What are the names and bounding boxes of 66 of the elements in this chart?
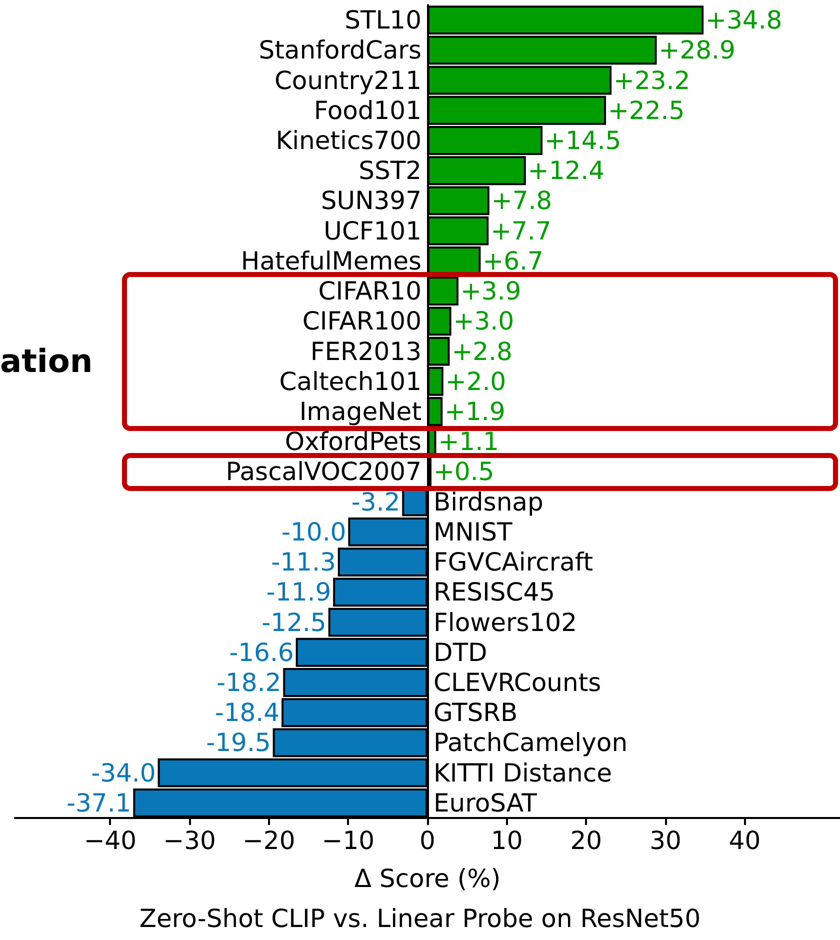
y-tick-label: ImageNet [299,397,422,426]
data-label: -11.9 [266,578,332,607]
y-tick-label: Country211 [274,66,422,95]
x-tick-label: 30 [650,826,682,855]
data-label: +6.7 [482,246,544,276]
x-axis-title: Δ Score (%) [354,864,501,893]
text: Zero-Shot CLIP vs. Linear Probe on ResNet50 [139,904,701,933]
x-tick-label: 0 [420,826,436,855]
data-label: -37.1 [66,788,132,818]
data-label: -18.2 [216,668,282,697]
y-tick-label: STL10 [344,6,422,35]
x-tick-label: −30 [163,826,216,855]
y-tick-label: Birdsnap [434,487,544,516]
data-label: +7.7 [490,216,552,246]
y-tick-label: FER2013 [310,336,422,366]
data-label: -10.0 [281,517,346,546]
data-label: -19.5 [206,728,271,758]
y-tick-label: EuroSAT [434,788,538,818]
y-tick-label: StanfordCars [258,36,422,65]
data-label: +2.0 [445,366,506,396]
data-label: -16.6 [229,638,294,667]
data-label: -18.4 [214,698,280,728]
y-tick-label: FGVCAircraft [434,548,594,577]
x-tick-label: 40 [728,826,761,855]
y-tick-label: GTSRB [434,698,518,728]
data-label: +14.5 [544,126,622,155]
data-label: +34.8 [706,6,782,35]
x-tick-label: 20 [570,826,602,855]
data-label: +3.0 [453,306,514,336]
data-label: +0.5 [433,457,494,486]
y-tick-label: PatchCamelyon [434,728,628,758]
x-tick-label: −10 [322,826,375,855]
data-label: -3.2 [351,487,400,516]
data-label: +22.5 [608,96,685,125]
y-tick-label: RESISC45 [434,578,556,607]
data-label: -12.5 [262,608,326,637]
y-tick-label: Caltech101 [279,366,422,396]
y-tick-label: MNIST [434,517,514,546]
y-tick-label: UCF101 [324,216,422,246]
x-tick-label: −20 [242,826,296,855]
y-tick-label: CLEVRCounts [434,668,602,697]
y-tick-label: OxfordPets [284,427,422,456]
y-tick-label: KITTI Distance [434,758,612,788]
data-label: -34.0 [91,758,156,788]
y-tick-label: Flowers102 [434,608,577,637]
data-label: +7.8 [491,186,552,216]
y-tick-label: HatefulMemes [240,246,422,276]
annotation: ation [0,342,93,380]
data-label: -11.3 [271,548,336,577]
y-tick-label: Food101 [314,96,422,125]
y-tick-label: SST2 [358,156,422,186]
data-label: +1.9 [444,397,506,426]
y-tick-label: PascalVOC2007 [226,457,422,486]
y-tick-label: CIFAR10 [318,276,422,306]
data-label: +2.8 [452,336,512,366]
y-tick-label: CIFAR100 [302,306,422,336]
y-tick-label: Kinetics700 [276,126,422,155]
data-label: +28.9 [658,36,736,65]
y-tick-label: SUN397 [320,186,422,216]
data-label: +3.9 [460,276,522,306]
x-tick-label: −40 [84,826,137,855]
y-tick-label: DTD [434,638,488,667]
data-label: +23.2 [614,66,690,95]
data-label: +1.1 [438,427,499,456]
x-tick-label: 10 [490,826,523,855]
data-label: +12.4 [528,156,604,186]
